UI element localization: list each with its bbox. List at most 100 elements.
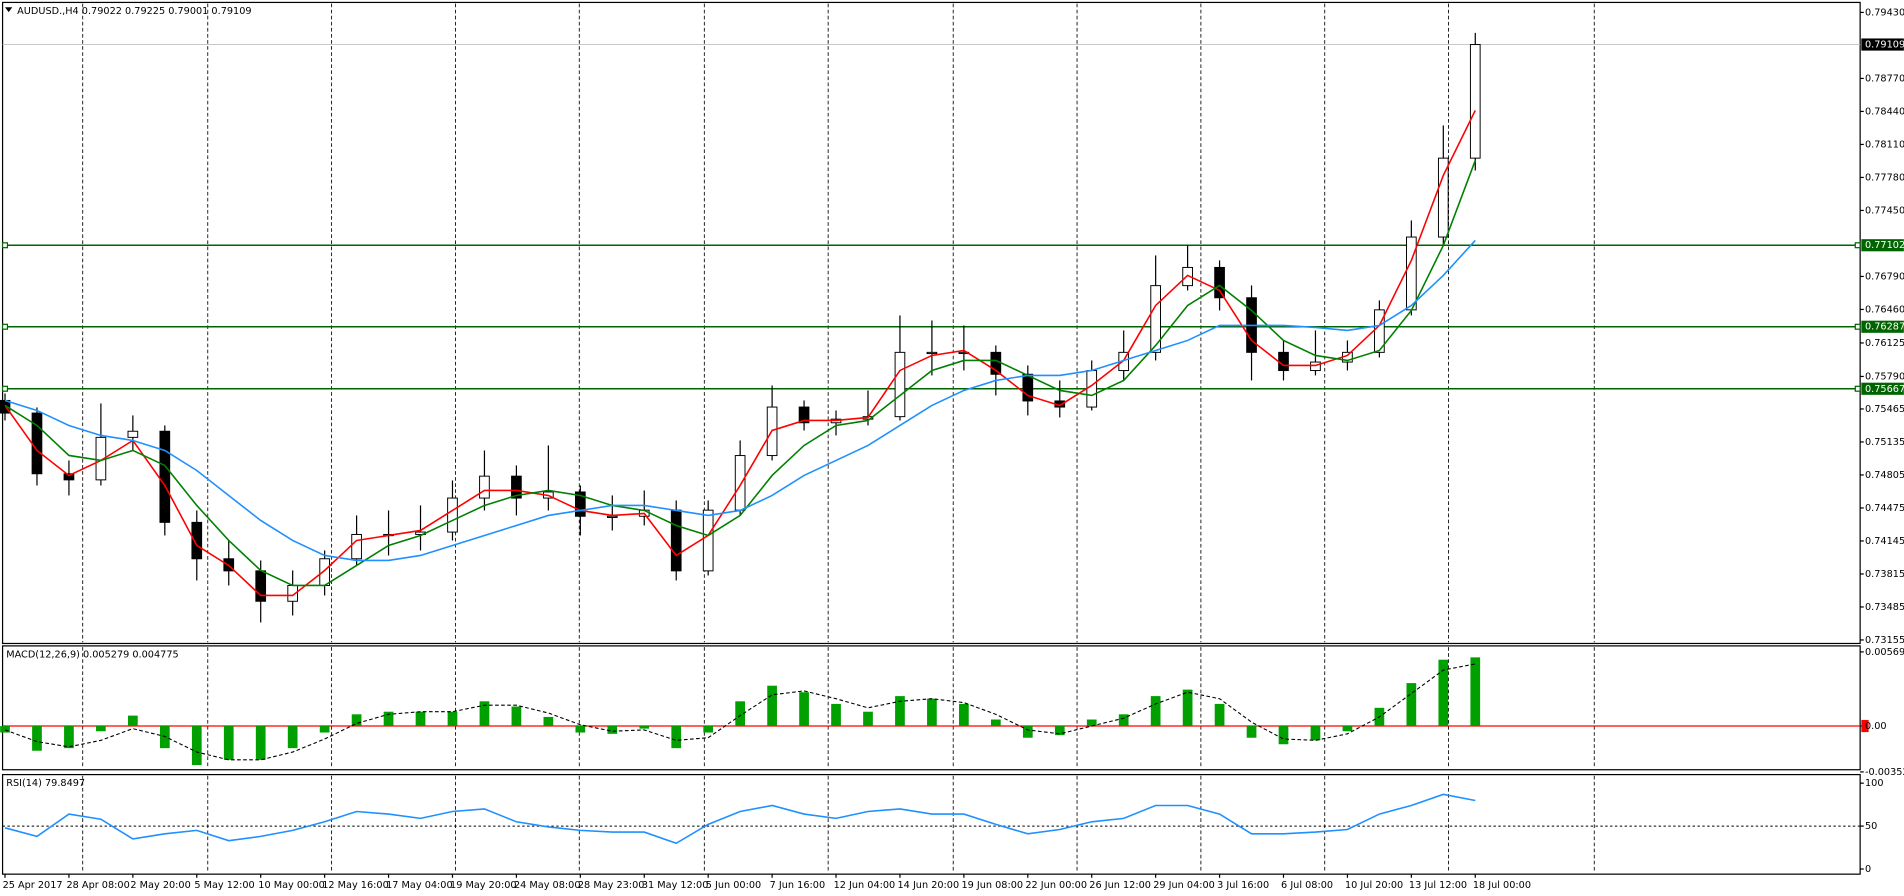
histogram-bar bbox=[703, 726, 714, 733]
level-label-box bbox=[1861, 239, 1904, 252]
indicator-line bbox=[4, 160, 1477, 587]
level-handle bbox=[1, 242, 9, 249]
y-tick-label: 0.77450 bbox=[1865, 205, 1904, 216]
y-tick-label: 0.75465 bbox=[1865, 404, 1904, 415]
level-handle bbox=[1, 323, 9, 330]
candle-body bbox=[255, 570, 267, 602]
histogram-bar bbox=[575, 726, 586, 733]
y-tick-label: 0.78770 bbox=[1865, 73, 1904, 84]
candle-body bbox=[734, 455, 746, 511]
zero-label-box bbox=[1861, 719, 1869, 733]
histogram-bar bbox=[1470, 657, 1481, 727]
histogram-bar bbox=[64, 726, 74, 749]
histogram-bar bbox=[1438, 659, 1449, 727]
candle-body bbox=[1182, 266, 1193, 287]
candle-body bbox=[1278, 351, 1289, 372]
candle-body bbox=[1150, 285, 1161, 353]
histogram-bar bbox=[223, 726, 234, 760]
histogram-bar bbox=[1054, 726, 1065, 736]
histogram-bar bbox=[191, 726, 202, 766]
y-tick-label: 0.73815 bbox=[1865, 569, 1904, 580]
x-tick-label: 10 May 00:00 bbox=[258, 880, 325, 891]
macd-panel-frame bbox=[1, 645, 1861, 771]
histogram-bar bbox=[287, 726, 298, 749]
y-tick-label: 0.74145 bbox=[1865, 536, 1904, 547]
histogram-bar bbox=[1214, 703, 1225, 727]
candle-body bbox=[894, 351, 906, 418]
y-tick-label: 50 bbox=[1865, 821, 1877, 832]
histogram-bar bbox=[831, 703, 841, 727]
y-tick-label: 0.74805 bbox=[1865, 470, 1904, 481]
level-label-box bbox=[1861, 382, 1904, 395]
candle-body bbox=[191, 521, 203, 560]
indicator-line bbox=[4, 793, 1476, 845]
histogram-bar bbox=[607, 726, 618, 734]
histogram-bar bbox=[1150, 696, 1161, 727]
y-tick-label: 0.005698 bbox=[1865, 647, 1904, 658]
y-tick-label: 0.76460 bbox=[1865, 304, 1904, 315]
x-tick-label: 19 May 20:00 bbox=[450, 880, 517, 891]
histogram-bar bbox=[128, 715, 138, 727]
histogram-bar bbox=[799, 692, 809, 727]
last-price-box bbox=[1861, 38, 1904, 51]
histogram-bar bbox=[1310, 726, 1321, 741]
y-tick-label: 0.76790 bbox=[1865, 271, 1904, 282]
candle-body bbox=[1086, 370, 1098, 408]
candle-body bbox=[1406, 236, 1417, 311]
indicator-line bbox=[4, 663, 1476, 761]
panel-title: RSI(14) 79.8497 bbox=[6, 778, 85, 789]
candle-body bbox=[159, 430, 171, 523]
histogram-bar bbox=[32, 726, 42, 751]
level-handle bbox=[1854, 242, 1861, 249]
y-tick-label: 0.77780 bbox=[1865, 172, 1904, 183]
x-tick-label: 24 May 08:00 bbox=[514, 880, 581, 891]
symbol-menu-arrow[interactable] bbox=[5, 7, 13, 13]
histogram-bar bbox=[671, 726, 682, 749]
histogram-bar bbox=[863, 711, 873, 727]
histogram-bar bbox=[1342, 726, 1353, 732]
y-tick-label: 0.75790 bbox=[1865, 371, 1904, 382]
x-tick-label: 12 May 16:00 bbox=[322, 880, 389, 891]
histogram-bar bbox=[415, 711, 426, 727]
candle-body bbox=[926, 351, 938, 355]
histogram-bar bbox=[1278, 726, 1289, 745]
level-label-box bbox=[1861, 320, 1904, 333]
histogram-bar bbox=[959, 703, 969, 727]
last-price-label: 0.79109 bbox=[1865, 40, 1904, 51]
candle-body bbox=[447, 497, 458, 533]
histogram-bar bbox=[447, 711, 458, 727]
x-tick-label: 6 Jul 08:00 bbox=[1281, 880, 1333, 891]
x-tick-label: 10 Jul 20:00 bbox=[1345, 880, 1403, 891]
histogram-bar bbox=[1118, 714, 1129, 727]
histogram-bar bbox=[383, 711, 394, 727]
x-tick-label: 25 Apr 2017 bbox=[3, 880, 63, 891]
indicator-line bbox=[4, 110, 1476, 597]
x-tick-label: 26 Jun 12:00 bbox=[1089, 880, 1151, 891]
x-tick-label: 18 Jul 00:00 bbox=[1473, 880, 1531, 891]
histogram-bar bbox=[0, 726, 10, 733]
level-handle bbox=[1854, 385, 1861, 392]
histogram-bar bbox=[511, 706, 522, 727]
histogram-bar bbox=[159, 726, 170, 749]
level-handle bbox=[1, 385, 9, 392]
y-tick-label: 0 bbox=[1865, 864, 1871, 875]
x-tick-label: 14 Jun 20:00 bbox=[898, 880, 960, 891]
histogram-bar bbox=[319, 726, 330, 733]
y-tick-label: 0.76125 bbox=[1865, 338, 1904, 349]
histogram-bar bbox=[1246, 726, 1257, 738]
candle-body bbox=[511, 475, 522, 499]
histogram-bar bbox=[1406, 683, 1417, 727]
x-tick-label: 31 May 12:00 bbox=[642, 880, 709, 891]
y-tick-label: 0.79430 bbox=[1865, 7, 1904, 18]
level-label: 0.76287 bbox=[1865, 322, 1904, 333]
candle-body bbox=[1310, 361, 1321, 372]
candle-body bbox=[31, 412, 43, 475]
histogram-bar bbox=[639, 726, 650, 729]
x-tick-label: 12 Jun 04:00 bbox=[834, 880, 896, 891]
candle-body bbox=[702, 509, 714, 572]
candle-body bbox=[63, 473, 75, 481]
histogram-bar bbox=[735, 701, 745, 727]
candle-body bbox=[1214, 266, 1225, 299]
histogram-bar bbox=[351, 714, 362, 727]
